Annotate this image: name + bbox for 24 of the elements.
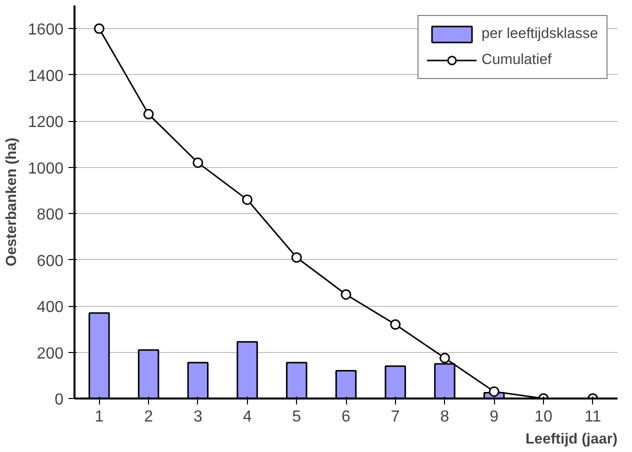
x-tick-label: 2	[144, 408, 154, 426]
x-tick-label: 6	[342, 408, 351, 426]
y-tick-label: 1200	[28, 114, 64, 132]
legend-label: per leeftijdsklasse	[482, 26, 598, 42]
y-tick-label: 0	[54, 392, 64, 408]
x-tick-label: 7	[390, 408, 400, 426]
y-tick-label: 1400	[28, 68, 64, 85]
x-tick-label: 9	[490, 408, 499, 426]
x-tick-label: 5	[292, 408, 302, 426]
x-tick-label: 10	[534, 408, 552, 426]
x-tick-label: 8	[440, 408, 450, 426]
legend-label: Cumulatief	[482, 52, 552, 68]
y-tick-label: 1600	[28, 22, 64, 39]
x-tick-label: 1	[94, 408, 104, 426]
y-tick-label: 400	[36, 299, 64, 316]
y-tick-label: 800	[36, 206, 64, 224]
x-tick-label: 3	[193, 408, 202, 426]
y-tick-label: 200	[36, 345, 64, 362]
y-tick-label: 600	[36, 252, 64, 270]
y-tick-label: 1000	[28, 160, 64, 178]
x-axis-title: Leeftijd (jaar)	[525, 432, 618, 448]
y-axis-title: Oesterbanken (ha)	[4, 138, 20, 266]
x-tick-label: 11	[584, 408, 602, 426]
x-tick-label: 4	[242, 408, 252, 426]
